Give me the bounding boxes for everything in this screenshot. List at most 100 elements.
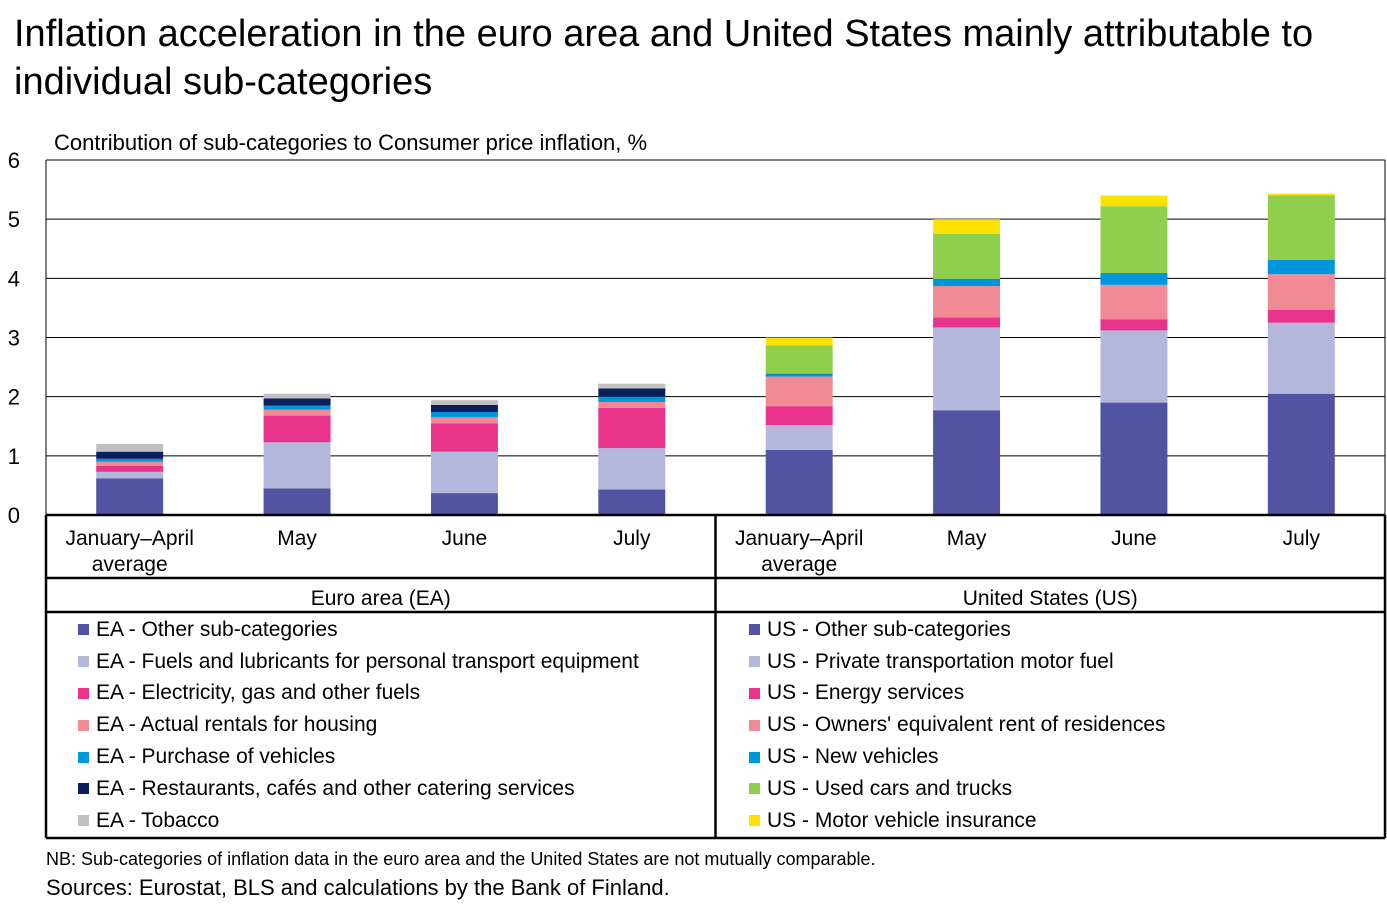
bar-segment: [430, 404, 498, 413]
bar-segment: [933, 278, 1001, 287]
bar-segment: [598, 407, 666, 449]
y-tick-label: 4: [8, 266, 20, 291]
legend-item: EA - Purchase of vehicles: [48, 741, 716, 773]
bar-segment: [430, 412, 498, 418]
bar-segment: [263, 488, 331, 515]
sources-note: Sources: Eurostat, BLS and calculations …: [46, 875, 670, 900]
bar-segment: [1100, 330, 1168, 403]
bar-segment: [96, 478, 164, 515]
bar-segment: [598, 489, 666, 515]
bar-segment: [1100, 284, 1168, 320]
group-label: Euro area (EA): [311, 587, 451, 610]
legend-label: US - Other sub-categories: [767, 617, 1011, 641]
legend-label: US - Private transportation motor fuel: [767, 649, 1114, 673]
bar-segment: [1267, 259, 1335, 275]
bar-segment: [598, 396, 666, 402]
bar-segment: [933, 327, 1001, 411]
legend-swatch: [78, 815, 89, 827]
legend-swatch: [78, 624, 89, 636]
footnote: NB: Sub-categories of inflation data in …: [46, 849, 876, 869]
legend-label: EA - Tobacco: [96, 808, 220, 832]
bar-segment: [933, 286, 1001, 318]
legend-swatch: [749, 783, 760, 795]
bar-segment: [765, 345, 833, 374]
bar-segment: [96, 444, 164, 452]
legend-swatch: [78, 751, 89, 763]
legend-item: EA - Tobacco: [48, 805, 716, 837]
bar-segment: [430, 417, 498, 424]
bar-segment: [1100, 319, 1168, 331]
bar-segment: [263, 405, 331, 410]
x-category-label: May: [947, 527, 987, 550]
legend-item: EA - Electricity, gas and other fuels: [48, 678, 716, 710]
bar-segment: [933, 410, 1001, 515]
bar-segment: [263, 415, 331, 443]
legend-label: US - Owners' equivalent rent of residenc…: [767, 713, 1166, 737]
x-category-label: July: [613, 527, 651, 550]
legend-swatch: [749, 815, 760, 827]
bar-segment: [765, 337, 833, 346]
legend-swatch: [78, 719, 89, 731]
bar-segment: [1100, 195, 1168, 207]
legend-swatch: [78, 687, 89, 699]
legend-item: US - Other sub-categories: [719, 614, 1387, 646]
bar-segment: [598, 388, 666, 397]
bar-segment: [1100, 206, 1168, 274]
legend-label: US - Energy services: [767, 681, 965, 705]
legend-label: US - Used cars and trucks: [767, 776, 1013, 800]
legend-label: US - Motor vehicle insurance: [767, 808, 1037, 832]
group-label: United States (US): [963, 587, 1138, 610]
bar-segment: [96, 465, 164, 472]
y-tick-label: 3: [8, 326, 20, 351]
chart-subtitle: Contribution of sub-categories to Consum…: [54, 130, 648, 155]
bar-segment: [430, 493, 498, 515]
legend-swatch: [78, 783, 89, 795]
y-tick-label: 1: [8, 444, 20, 469]
bar-segment: [96, 461, 164, 466]
legend-label: EA - Restaurants, cafés and other cateri…: [96, 776, 575, 800]
bar-segment: [598, 401, 666, 408]
y-tick-label: 5: [8, 207, 20, 232]
legend-item: US - New vehicles: [719, 741, 1387, 773]
legend-item: US - Private transportation motor fuel: [719, 646, 1387, 678]
legend-item: US - Used cars and trucks: [719, 773, 1387, 805]
x-category-label: January–April average: [735, 527, 863, 576]
legend-item: EA - Actual rentals for housing: [48, 709, 716, 741]
legend-label: EA - Fuels and lubricants for personal t…: [96, 649, 639, 673]
legend-swatch: [749, 624, 760, 636]
bar-segment: [1267, 322, 1335, 394]
bar-segment: [430, 400, 498, 405]
bar-segment: [765, 406, 833, 426]
legend-label: US - New vehicles: [767, 745, 939, 769]
legend-item: US - Energy services: [719, 678, 1387, 710]
y-tick-label: 6: [8, 148, 20, 173]
legend-swatch: [749, 687, 760, 699]
legend-swatch: [78, 656, 89, 668]
legend-label: EA - Actual rentals for housing: [96, 713, 378, 737]
legend-label: EA - Electricity, gas and other fuels: [96, 681, 421, 705]
legend-swatch: [749, 656, 760, 668]
bar-segment: [1267, 193, 1335, 196]
x-category-label: June: [442, 527, 488, 550]
y-tick-label: 0: [8, 503, 20, 528]
bar-segment: [1100, 273, 1168, 285]
y-tick-label: 2: [8, 385, 20, 410]
bar-segment: [96, 458, 164, 462]
legend-item: EA - Other sub-categories: [48, 614, 716, 646]
bar-segment: [765, 376, 833, 407]
x-category-label: January–April average: [65, 527, 193, 576]
bar-segment: [263, 409, 331, 416]
bar-segment: [1267, 274, 1335, 310]
bar-segment: [1267, 195, 1335, 260]
x-category-label: June: [1111, 527, 1157, 550]
bar-segment: [1267, 393, 1335, 515]
chart-title: Inflation acceleration in the euro area …: [14, 13, 1314, 103]
bar-segment: [263, 398, 331, 406]
bar-segment: [765, 373, 833, 377]
legend-item: EA - Restaurants, cafés and other cateri…: [48, 773, 716, 805]
bar-segment: [933, 219, 1001, 234]
bar-segment: [96, 471, 164, 479]
bar-segment: [263, 442, 331, 489]
bar-segment: [598, 383, 666, 389]
bar-segment: [1100, 402, 1168, 515]
